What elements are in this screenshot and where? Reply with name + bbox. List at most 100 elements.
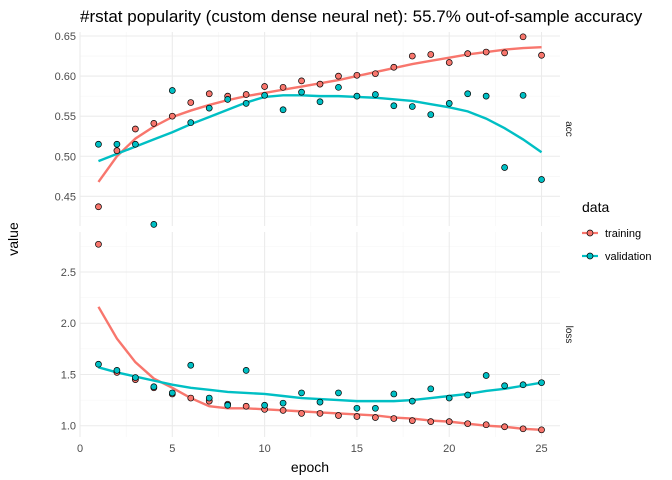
point-training-loss: [408, 417, 416, 424]
point-training-acc: [519, 33, 527, 41]
y-tick-label: 0.60: [55, 71, 76, 83]
point-validation-acc: [242, 99, 250, 107]
point-validation-acc: [168, 87, 176, 94]
point-training-acc: [501, 49, 508, 57]
point-validation-acc: [390, 102, 398, 110]
y-tick-label: 0.65: [55, 31, 76, 43]
point-training-loss: [519, 425, 527, 433]
point-validation-loss: [335, 389, 342, 397]
y-tick-label: 0.45: [55, 191, 76, 203]
legend-item-validation: validation: [582, 251, 651, 263]
smooth-line-validation-loss: [98, 366, 542, 403]
point-validation-acc: [132, 140, 139, 148]
y-tick-label: 0.50: [55, 151, 76, 163]
x-tick-label: 15: [351, 443, 363, 455]
point-validation-loss: [205, 394, 213, 402]
point-validation-loss: [519, 381, 527, 389]
point-training-acc: [538, 51, 545, 59]
x-axis-title: epoch: [291, 459, 329, 475]
point-training-loss: [445, 418, 453, 425]
point-validation-loss: [187, 361, 195, 369]
point-training-acc: [390, 63, 398, 71]
point-training-acc: [205, 90, 213, 98]
point-validation-acc: [464, 90, 472, 98]
point-validation-acc: [205, 104, 213, 112]
point-training-loss: [427, 418, 435, 425]
point-training-loss: [390, 415, 398, 422]
x-tick-label: 0: [77, 443, 83, 455]
point-training-acc: [150, 120, 158, 127]
point-training-loss: [335, 412, 342, 419]
point-training-acc: [316, 80, 324, 88]
point-validation-acc: [316, 98, 324, 106]
point-validation-acc: [427, 111, 435, 118]
point-validation-acc: [150, 221, 158, 228]
chart-title: #rstat popularity (custom dense neural n…: [80, 7, 643, 26]
point-validation-loss: [316, 398, 324, 406]
y-tick-label: 2.5: [61, 267, 76, 279]
point-validation-loss: [445, 394, 453, 402]
y-axis-title: value: [5, 222, 21, 256]
point-validation-loss: [408, 397, 416, 405]
point-training-loss: [298, 410, 305, 417]
point-training-acc: [113, 147, 121, 154]
point-validation-loss: [242, 367, 250, 374]
legend-title: data: [582, 199, 609, 215]
point-validation-loss: [298, 389, 305, 397]
point-validation-loss: [224, 401, 232, 409]
point-validation-loss: [168, 389, 176, 397]
point-validation-acc: [279, 106, 287, 114]
point-training-acc: [408, 52, 416, 60]
x-tick-label: 10: [258, 443, 270, 455]
point-training-acc: [427, 51, 435, 58]
point-training-loss: [372, 414, 379, 421]
point-training-acc: [298, 77, 305, 85]
point-validation-acc: [187, 119, 195, 126]
point-validation-loss: [538, 379, 545, 387]
point-validation-loss: [372, 404, 379, 412]
x-tick-label: 5: [169, 443, 175, 455]
point-validation-acc: [482, 92, 490, 100]
point-training-loss: [95, 240, 102, 248]
point-validation-loss: [353, 404, 361, 412]
point-training-acc: [168, 112, 176, 120]
legend-label-training: training: [605, 228, 641, 240]
point-validation-acc: [261, 91, 268, 99]
point-validation-acc: [538, 176, 545, 183]
point-validation-acc: [445, 99, 453, 107]
y-tick-label: 2.0: [61, 318, 76, 330]
point-training-acc: [335, 72, 342, 80]
point-training-acc: [187, 99, 195, 106]
point-training-loss: [482, 421, 490, 429]
point-validation-acc: [501, 164, 508, 171]
legend: data training validation: [582, 199, 651, 263]
legend-item-training: training: [582, 228, 641, 240]
point-validation-loss: [132, 374, 139, 381]
facet-panel-acc: 0.45 0.50 0.55 0.60 0.65 acc: [55, 31, 574, 228]
point-validation-loss: [464, 391, 472, 399]
y-tick-label: 1.5: [61, 369, 76, 381]
point-validation-acc: [353, 92, 361, 100]
point-training-loss: [316, 410, 324, 417]
point-validation-acc: [372, 91, 379, 98]
legend-key-point-validation: [586, 252, 594, 260]
legend-key-point-training: [586, 229, 594, 237]
point-validation-acc: [113, 140, 121, 148]
point-training-loss: [187, 394, 195, 402]
point-validation-loss: [427, 385, 435, 393]
point-training-acc: [482, 48, 490, 56]
point-training-loss: [538, 426, 545, 434]
point-training-loss: [279, 407, 287, 414]
point-training-loss: [242, 402, 250, 410]
x-tick-label: 25: [535, 443, 547, 455]
point-training-acc: [242, 91, 250, 98]
point-training-loss: [353, 413, 361, 420]
point-validation-loss: [390, 390, 398, 398]
point-validation-acc: [335, 83, 342, 91]
smooth-line-validation-acc: [98, 94, 543, 163]
point-validation-loss: [482, 372, 490, 379]
point-training-loss: [501, 423, 508, 431]
point-training-acc: [132, 125, 139, 133]
point-training-acc: [464, 50, 472, 57]
plot-panels: 0.45 0.50 0.55 0.60 0.65 acc 1.0 1.5 2.0 2.5 loss 0…: [55, 31, 574, 455]
